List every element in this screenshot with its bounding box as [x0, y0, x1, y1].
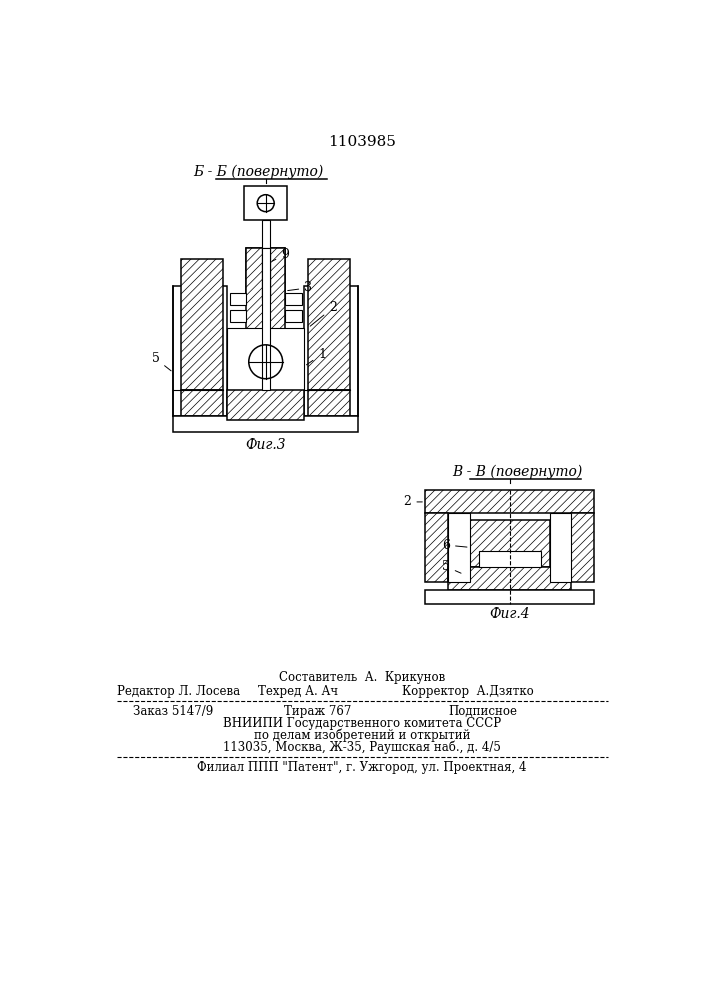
Bar	[181, 259, 223, 389]
Text: 2: 2	[310, 301, 337, 326]
Bar	[230, 293, 247, 305]
Bar	[448, 567, 571, 590]
Bar	[247, 248, 264, 353]
Bar	[425, 590, 595, 604]
Text: 113035, Москва, Ж-35, Раушская наб., д. 4/5: 113035, Москва, Ж-35, Раушская наб., д. …	[223, 740, 501, 754]
Text: Фиг.3: Фиг.3	[245, 438, 286, 452]
Text: Фиг.4: Фиг.4	[489, 607, 530, 621]
Bar	[479, 551, 541, 567]
Text: 3: 3	[288, 281, 312, 294]
Text: 1103985: 1103985	[328, 135, 396, 149]
Bar	[262, 220, 269, 300]
Bar	[262, 248, 269, 389]
Bar	[448, 513, 469, 582]
Text: ВНИИПИ Государственного комитета СССР: ВНИИПИ Государственного комитета СССР	[223, 717, 501, 730]
Text: Редактор Л. Лосева: Редактор Л. Лосева	[117, 685, 240, 698]
Bar	[425, 490, 595, 513]
Bar	[262, 248, 269, 300]
Text: 1: 1	[307, 348, 326, 365]
Bar	[268, 248, 285, 353]
Text: 5: 5	[442, 560, 461, 573]
Bar	[230, 310, 247, 322]
Bar	[550, 513, 571, 582]
Text: В - В (повернуто): В - В (повернуто)	[452, 465, 583, 479]
Bar	[173, 286, 227, 416]
Bar	[308, 389, 351, 416]
Text: по делам изобретений и открытий: по делам изобретений и открытий	[254, 728, 470, 742]
Bar	[227, 328, 304, 389]
Text: 9: 9	[272, 248, 289, 261]
Text: Тираж 767: Тираж 767	[284, 705, 351, 718]
Bar	[244, 186, 287, 220]
Bar	[469, 520, 550, 567]
Bar	[285, 310, 302, 322]
Bar	[173, 416, 358, 432]
Bar	[181, 389, 223, 416]
Text: 2: 2	[404, 495, 422, 508]
Text: Корректор  А.Дзятко: Корректор А.Дзятко	[402, 685, 533, 698]
Bar	[247, 248, 285, 300]
Bar	[425, 513, 448, 582]
Bar	[285, 293, 302, 305]
Text: Техред А. Ач: Техред А. Ач	[258, 685, 338, 698]
Bar	[308, 259, 351, 389]
Text: Филиал ППП "Патент", г. Ужгород, ул. Проектная, 4: Филиал ППП "Патент", г. Ужгород, ул. Про…	[197, 761, 527, 774]
Text: Заказ 5147/9: Заказ 5147/9	[133, 705, 214, 718]
Bar	[227, 390, 304, 420]
Text: 5: 5	[152, 352, 171, 371]
Text: Составитель  А.  Крикунов: Составитель А. Крикунов	[279, 671, 445, 684]
Text: 6: 6	[442, 539, 467, 552]
Bar	[571, 513, 595, 582]
Bar	[304, 286, 358, 416]
Text: Подписное: Подписное	[448, 705, 518, 718]
Text: Б - Б (повернуто): Б - Б (повернуто)	[193, 164, 323, 179]
